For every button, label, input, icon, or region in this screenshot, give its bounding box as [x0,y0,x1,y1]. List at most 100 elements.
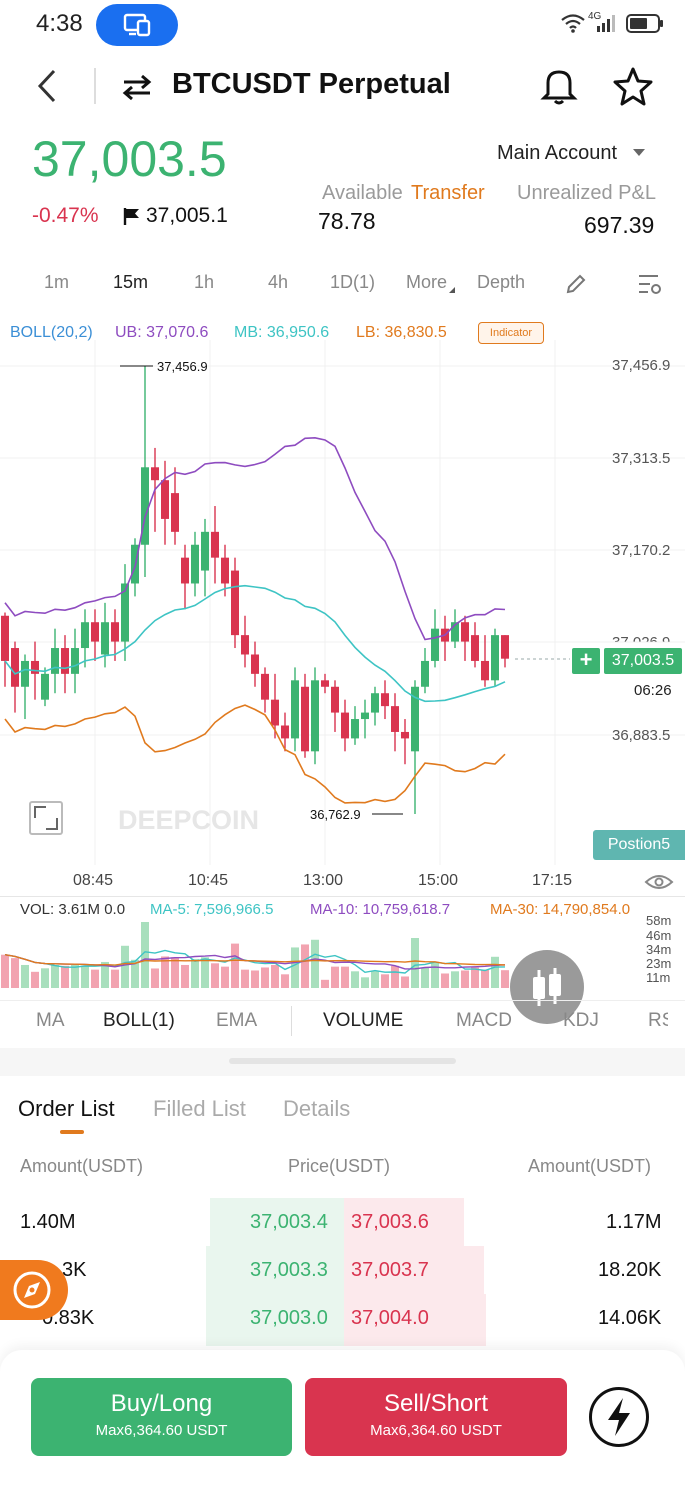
candle-body [261,673,269,700]
indicator-tab-ema[interactable]: EMA [216,1010,258,1031]
ask-price[interactable]: 37,003.6 [351,1211,429,1233]
tab-filled-list[interactable]: Filled List [153,1096,246,1121]
sell-label: Sell/Short [383,1390,489,1417]
volume-bar [191,958,199,988]
back-icon[interactable] [34,68,60,104]
volume-bar [241,969,249,988]
quick-trade-button[interactable] [589,1387,649,1447]
screen-cast-badge[interactable] [96,4,178,46]
eye-icon[interactable] [644,872,674,892]
ask-depth-bar [344,1246,484,1294]
volume-bar [261,967,269,988]
low-price-label: 36,762.9 [310,807,361,822]
bell-icon[interactable] [540,66,578,106]
volume-bar [451,971,459,988]
ask-amount: 14.06K [598,1307,662,1329]
tab-depth[interactable]: Depth [477,272,526,292]
indicator-tab-boll[interactable]: BOLL(1) [103,1010,175,1031]
boll-upper-line [4,436,506,641]
vol-tick: 46m [646,928,672,943]
candle-body [281,725,289,739]
buy-long-button[interactable]: Buy/Long Max6,364.60 USDT [31,1378,292,1456]
drag-handle[interactable] [229,1058,456,1064]
floating-chart-toggle[interactable] [510,950,584,1024]
indicator-tab-kdj[interactable]: KDJ [563,1010,599,1031]
bid-depth-bar [210,1198,344,1246]
volume-bar [1,954,9,988]
volume-bar [351,971,359,988]
chart-settings-icon[interactable] [636,272,664,298]
boll-middle-line [4,584,506,703]
candle-body [381,693,389,707]
tab-4h[interactable]: 4h [268,272,289,292]
boll-lb: LB: 36,830.5 [356,324,447,341]
tab-1h[interactable]: 1h [194,272,215,292]
volume-bar [371,971,379,988]
position-button[interactable]: Postion5 [593,830,685,860]
header-amount-ask: Amount(USDT) [528,1156,652,1176]
ask-amount: 18.20K [598,1259,662,1281]
screen-cast-icon [123,13,151,37]
vol-ma30-line [4,954,506,966]
tab-more[interactable]: More [406,272,448,292]
bid-price[interactable]: 37,003.0 [250,1307,328,1329]
sell-short-button[interactable]: Sell/Short Max6,364.60 USDT [305,1378,567,1456]
bid-depth-bar [206,1294,344,1346]
candle-body [241,635,249,655]
indicator-tab-volume[interactable]: VOLUME [323,1010,404,1031]
draw-pencil-icon[interactable] [564,272,588,296]
switch-pair-icon[interactable] [120,72,154,102]
y-tick: 36,883.5 [612,727,671,744]
candle-body [251,654,259,674]
favorite-star-icon[interactable] [612,66,654,106]
candle-body [171,493,179,532]
tab-details[interactable]: Details [283,1096,351,1121]
caret-down-icon[interactable] [632,148,646,158]
volume-bar [171,957,179,988]
candle-body [211,531,219,558]
bid-price[interactable]: 37,003.3 [250,1259,328,1281]
current-price-tag: 37,003.5 [604,648,682,674]
candle-body [81,622,89,649]
more-corner-icon [449,287,455,293]
indicator-button[interactable]: Indicator [478,322,544,344]
transfer-link[interactable]: Transfer [411,182,485,204]
volume-bar [11,958,19,988]
volume-bar [281,974,289,988]
bid-price[interactable]: 37,003.4 [250,1211,328,1233]
indicator-tab-rsi[interactable]: RS [648,1010,668,1031]
indicator-tab-macd[interactable]: MACD [456,1010,512,1031]
candle-body [471,635,479,661]
tab-order-list[interactable]: Order List [18,1096,115,1121]
discover-float-button[interactable] [0,1260,68,1320]
page-title[interactable]: BTCUSDT Perpetual [172,68,451,100]
candle-body [191,544,199,584]
volume-bar [201,957,209,988]
tab-1d[interactable]: 1D(1) [330,272,376,292]
candle-body [401,731,409,739]
tab-15m[interactable]: 15m [113,272,149,292]
volume-bar [301,944,309,988]
candle-body [91,622,99,642]
battery-icon [626,14,663,33]
fullscreen-icon[interactable] [29,801,63,835]
x-tick: 15:00 [418,872,459,889]
header-divider [94,68,96,104]
x-tick: 13:00 [303,872,344,889]
add-order-button[interactable]: + [572,648,600,674]
y-tick: 37,026.9 [612,634,671,651]
volume-bar [491,956,499,988]
candle-body [411,686,419,752]
volume-bar [181,964,189,988]
bid-depth-bar [206,1246,344,1294]
ask-price[interactable]: 37,003.7 [351,1259,429,1281]
candle-body [161,480,169,519]
account-selector[interactable]: Main Account [497,142,618,164]
volume-bar [411,938,419,988]
volume-bar [271,964,279,988]
ask-price[interactable]: 37,004.0 [351,1307,429,1329]
tab-1m[interactable]: 1m [44,272,70,292]
candlestick-chart[interactable]: DEEPCOIN 37,456.9 36,762.9 [0,340,685,865]
indicator-tab-ma[interactable]: MA [36,1010,65,1031]
buy-label: Buy/Long [110,1390,213,1417]
